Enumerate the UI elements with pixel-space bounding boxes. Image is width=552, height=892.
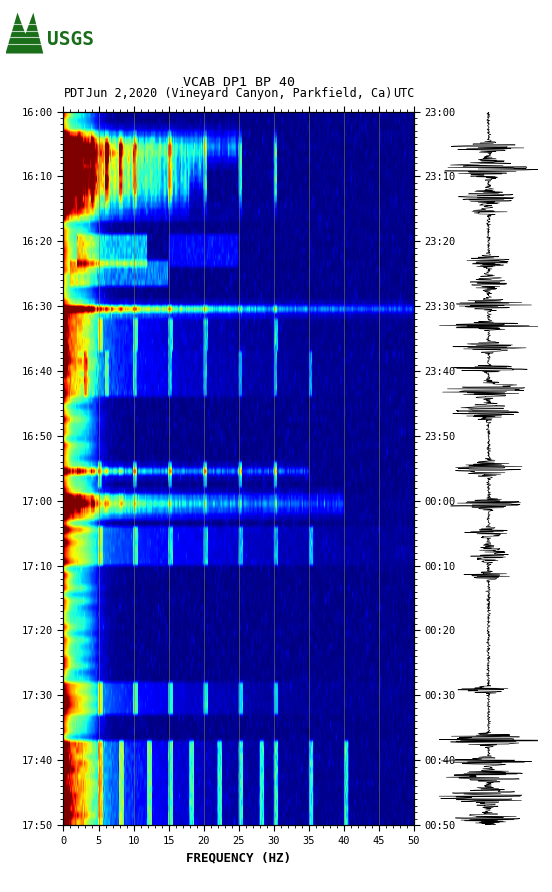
- Text: PDT: PDT: [63, 87, 85, 100]
- Text: UTC: UTC: [392, 87, 414, 100]
- Text: USGS: USGS: [47, 29, 94, 49]
- Polygon shape: [6, 12, 43, 54]
- X-axis label: FREQUENCY (HZ): FREQUENCY (HZ): [186, 851, 291, 864]
- Text: Jun 2,2020 (Vineyard Canyon, Parkfield, Ca): Jun 2,2020 (Vineyard Canyon, Parkfield, …: [86, 87, 392, 100]
- Text: VCAB DP1 BP 40: VCAB DP1 BP 40: [183, 76, 295, 89]
